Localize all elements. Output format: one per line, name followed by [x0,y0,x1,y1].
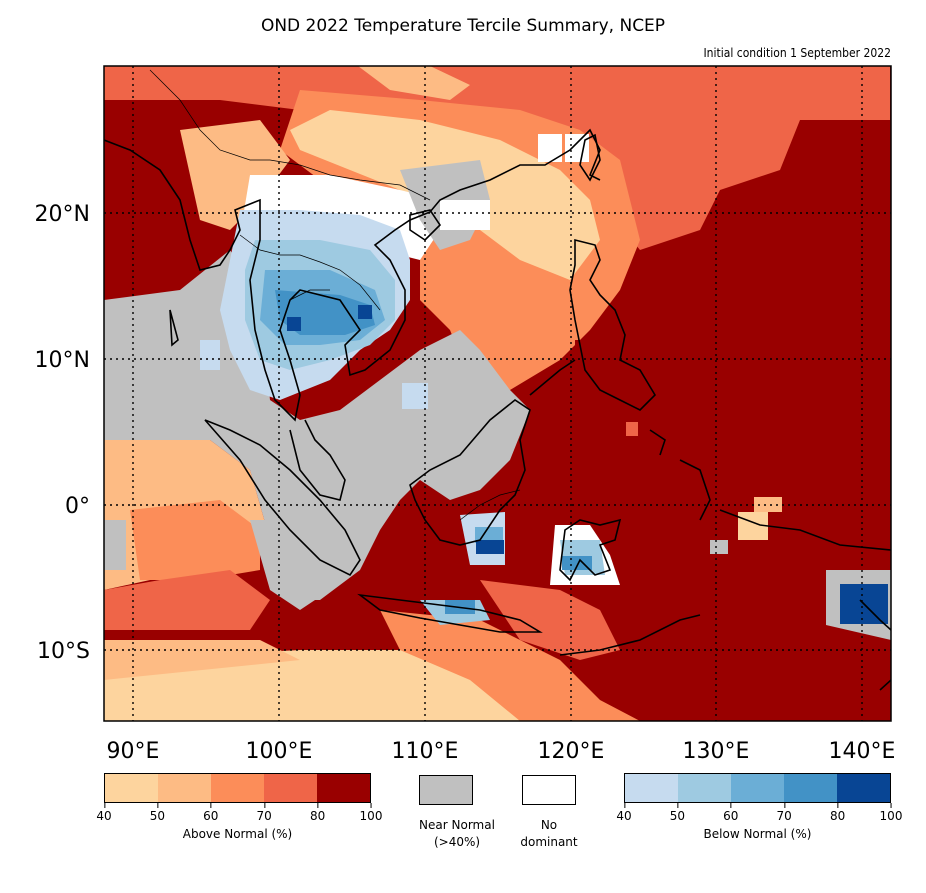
category-cell [565,134,589,162]
above-normal-ticks: 40 50 60 70 80 100 [96,803,382,825]
colorbar-swatch [211,774,264,802]
colorbar-tick: 60 [203,803,219,823]
category-cell [440,200,490,230]
gridlines [104,66,891,721]
lon-tick-label: 110°E [392,739,459,764]
map-frame [103,65,892,722]
coastlines [104,128,891,691]
category-region [104,66,890,250]
map-title: OND 2022 Temperature Tercile Summary, NC… [260,16,666,36]
colorbar-swatch [105,774,158,802]
category-cell [200,340,220,370]
category-cell [562,556,592,570]
colorbar-tick: 100 [359,803,383,823]
colorbar-swatch [837,774,890,802]
category-cell [104,520,126,570]
lon-tick-label: 100°E [246,739,313,764]
category-cell [710,540,728,554]
lon-tick-label: 120°E [538,739,605,764]
colorbar-swatch [678,774,731,802]
colorbar-tick: 80 [309,803,326,823]
below-normal-caption: Below Normal (%) [703,827,812,841]
colorbar-swatch [625,774,678,802]
near-normal-label-line2: (>40%) [433,835,481,849]
colorbar-swatch [317,774,370,802]
no-dominant-label-line1: No [540,818,558,832]
category-cell [402,383,428,409]
no-dominant-label-line2: dominant [520,835,578,849]
near-normal-label-line1: Near Normal [419,818,495,832]
category-cell [754,497,782,512]
category-cell [287,317,301,331]
near-normal-label: Near Normal (>40%) [397,817,517,851]
lat-tick-label: 20°N [35,202,90,227]
above-normal-legend: 40 50 60 70 80 100 Above Normal (%) [96,773,382,841]
category-region [358,66,470,100]
category-cell [626,422,638,436]
colorbar-tick: 40 [96,803,112,823]
map-subtitle: Initial condition 1 September 2022 [703,46,891,60]
colorbar-swatch [784,774,837,802]
category-region [250,520,330,610]
country-borders [149,69,521,521]
category-region [130,500,260,580]
below-normal-colorbar [624,773,891,803]
colorbar-tick: 60 [723,803,739,823]
lat-tick-label: 10°N [35,348,90,373]
below-normal-ticks: 40 50 60 70 80 100 [616,803,902,825]
colorbar-tick: 70 [256,803,272,823]
colorbar-swatch [264,774,317,802]
colorbar-swatch [731,774,784,802]
colorbar-tick: 80 [829,803,846,823]
lon-tick-label: 130°E [683,739,750,764]
colorbar-tick: 70 [776,803,792,823]
below-normal-legend: 40 50 60 70 80 100 Below Normal (%) [616,773,902,841]
no-dominant-swatch [522,775,576,805]
above-normal-caption: Above Normal (%) [182,827,293,841]
colorbar-swatch [158,774,211,802]
lat-tick-label: 10°S [37,639,90,664]
category-cell [358,305,372,319]
category-region [380,610,640,721]
category-region [104,570,270,630]
colorbar-tick: 100 [879,803,903,823]
lon-tick-label: 140°E [829,739,896,764]
lat-tick-label: 0° [65,494,90,519]
category-cell [476,540,504,554]
lon-tick-label: 90°E [107,739,160,764]
category-region [180,120,290,230]
no-dominant-label: No dominant [489,817,609,851]
category-region [480,580,620,660]
colorbar-tick: 40 [616,803,632,823]
colorbar-tick: 50 [149,803,166,823]
category-cell [475,527,503,543]
category-region [104,250,530,600]
above-normal-colorbar [104,773,371,803]
near-normal-swatch [419,775,473,805]
colorbar-tick: 50 [669,803,686,823]
